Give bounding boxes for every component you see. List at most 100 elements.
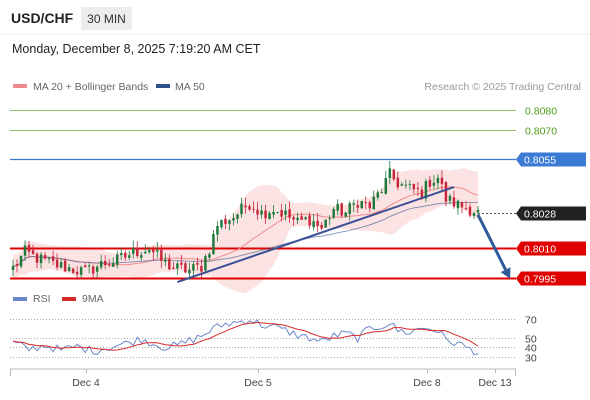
candle-body xyxy=(256,209,259,215)
candle xyxy=(468,203,472,218)
ma20-legend-swatch xyxy=(13,84,27,88)
candle xyxy=(364,196,367,210)
candle xyxy=(344,211,347,218)
trend-overlay-layer xyxy=(177,186,511,284)
candle-body xyxy=(120,253,123,256)
candle-body xyxy=(360,200,363,209)
candle xyxy=(268,211,271,220)
candle-body xyxy=(31,250,35,254)
ma50-legend-label: MA 50 xyxy=(175,81,205,93)
candle xyxy=(160,244,163,268)
candle-body xyxy=(172,267,175,270)
candle-body xyxy=(87,265,91,267)
candle xyxy=(448,193,452,205)
bollinger-band-area xyxy=(13,168,478,294)
candle xyxy=(360,200,363,210)
candles-layer xyxy=(11,160,480,280)
candle xyxy=(115,250,119,269)
rsi-tick-label-50: 50 xyxy=(525,334,537,346)
rsi-tick-label-40: 40 xyxy=(525,343,537,355)
candle xyxy=(272,205,275,219)
trendline xyxy=(177,186,455,284)
candle-body xyxy=(440,177,444,184)
candle xyxy=(264,204,267,225)
ma9-legend-label: 9MA xyxy=(82,293,104,305)
candle xyxy=(124,250,127,261)
candle-body xyxy=(132,247,135,254)
candle-body xyxy=(280,210,283,217)
candle xyxy=(380,188,384,194)
candle xyxy=(408,180,412,190)
candle-body xyxy=(288,209,291,218)
candle xyxy=(103,255,107,270)
candle xyxy=(63,257,67,272)
candle xyxy=(372,190,376,210)
candle-body xyxy=(15,264,19,266)
candle-body xyxy=(111,263,115,267)
level-value: 0.7995 xyxy=(524,274,556,286)
candle xyxy=(316,213,319,233)
candle-body xyxy=(452,197,456,207)
candle xyxy=(356,199,359,214)
candle xyxy=(452,190,456,209)
candle-body xyxy=(276,211,279,213)
candle xyxy=(348,200,351,221)
candle xyxy=(144,244,147,254)
level-label-box xyxy=(516,206,586,221)
candle xyxy=(444,181,448,207)
level-label-0.8055: 0.8055 xyxy=(516,152,586,167)
candle xyxy=(412,183,416,194)
candle xyxy=(304,216,307,221)
candle xyxy=(376,189,380,201)
candle-body xyxy=(320,224,323,229)
candle-body xyxy=(328,218,331,220)
candle xyxy=(244,197,247,214)
candle-body xyxy=(220,219,223,228)
candle-body xyxy=(476,209,480,213)
candle-body xyxy=(464,208,468,210)
candle-body xyxy=(47,258,51,260)
candle xyxy=(440,170,444,192)
candle xyxy=(67,264,71,272)
candle-body xyxy=(348,203,351,215)
candle-body xyxy=(55,259,59,268)
level-label-0.8010: 0.8010 xyxy=(516,241,586,256)
candle-body xyxy=(272,211,275,215)
candle xyxy=(71,267,75,274)
candle xyxy=(176,261,179,275)
candle xyxy=(111,257,115,268)
candle xyxy=(400,181,404,187)
candle-body xyxy=(23,245,27,256)
candle xyxy=(336,199,339,216)
candle-body xyxy=(91,266,95,274)
candle xyxy=(27,240,31,258)
candle-body xyxy=(372,196,376,210)
candle xyxy=(83,263,87,268)
candle-body xyxy=(95,266,99,272)
ma20-legend-label: MA 20 + Bollinger Bands xyxy=(33,81,148,93)
copyright-label: Research © 2025 Trading Central xyxy=(424,81,581,93)
candle-body xyxy=(316,220,319,227)
candle-body xyxy=(392,169,396,180)
timeframe-badge[interactable] xyxy=(81,7,132,30)
candle-body xyxy=(160,249,163,261)
candle xyxy=(19,255,23,269)
candle xyxy=(107,258,111,268)
candle-body xyxy=(176,263,179,269)
moving-average-layer xyxy=(12,186,479,267)
candle-body xyxy=(164,259,167,262)
candle-body xyxy=(460,201,464,208)
candle-body xyxy=(448,195,452,201)
candle-body xyxy=(43,255,47,259)
candle-body xyxy=(228,220,231,224)
candle-body xyxy=(67,267,71,272)
candle-body xyxy=(200,265,203,272)
candle xyxy=(460,201,464,214)
candle-body xyxy=(216,226,219,235)
candle xyxy=(252,201,255,213)
candle xyxy=(424,178,428,203)
candle xyxy=(392,169,396,182)
ma50-legend-swatch xyxy=(156,84,170,88)
candle-body xyxy=(300,216,303,220)
candle xyxy=(184,261,187,274)
